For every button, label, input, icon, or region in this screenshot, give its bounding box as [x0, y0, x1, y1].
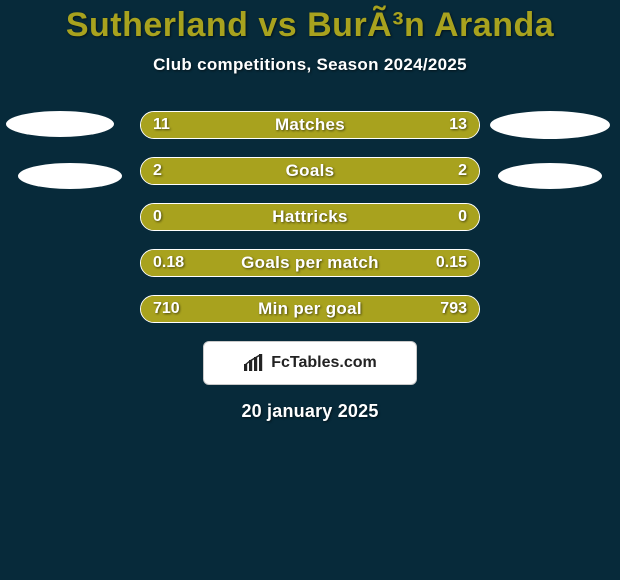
stat-bar: Min per goal710 793 [140, 295, 480, 323]
stat-bar: Matches11 13 [140, 111, 480, 139]
stat-value-left: 710 [153, 296, 180, 322]
date-label: 20 january 2025 [0, 401, 620, 422]
logo-text: FcTables.com [271, 354, 377, 372]
stat-label: Matches [141, 112, 479, 138]
stats-block: Matches11 13 Goals2 2 Hattricks0 0 Goals per m… [0, 111, 620, 323]
chart-icon [243, 354, 265, 372]
stat-value-left: 0 [153, 204, 162, 230]
logo-box: FcTables.com [203, 341, 417, 385]
stat-label: Min per goal [141, 296, 479, 322]
page-root: Sutherland vs BurÃ³n Aranda Club competi… [0, 0, 620, 580]
stat-row: Hattricks0 0 [20, 203, 600, 231]
stat-bar: Goals per match0.18 0.15 [140, 249, 480, 277]
stat-row: Goals2 2 [20, 157, 600, 185]
stat-row: Matches11 13 [20, 111, 600, 139]
stat-bar: Hattricks0 0 [140, 203, 480, 231]
stat-value-right: 0 [458, 204, 467, 230]
stat-row: Min per goal710 793 [20, 295, 600, 323]
stat-value-right: 2 [458, 158, 467, 184]
stat-value-left: 0.18 [153, 250, 184, 276]
stat-bar: Goals2 2 [140, 157, 480, 185]
stat-value-left: 2 [153, 158, 162, 184]
subtitle: Club competitions, Season 2024/2025 [0, 55, 620, 75]
stat-label: Goals per match [141, 250, 479, 276]
stat-value-right: 0.15 [436, 250, 467, 276]
stat-label: Goals [141, 158, 479, 184]
stat-row: Goals per match0.18 0.15 [20, 249, 600, 277]
stat-value-right: 793 [440, 296, 467, 322]
stat-rows: Matches11 13 Goals2 2 Hattricks0 0 Goals per m… [20, 111, 600, 323]
page-title: Sutherland vs BurÃ³n Aranda [0, 6, 620, 45]
stat-label: Hattricks [141, 204, 479, 230]
stat-value-left: 11 [153, 112, 170, 138]
stat-value-right: 13 [449, 112, 467, 138]
